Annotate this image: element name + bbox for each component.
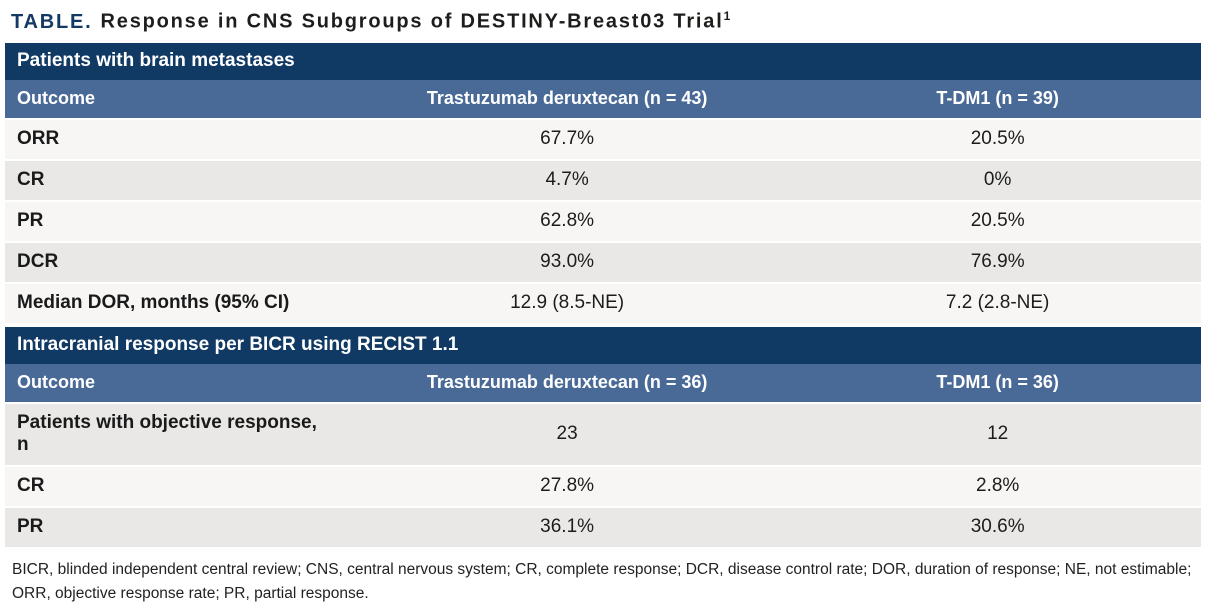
row-value-tdm1: 7.2 (2.8-NE): [945, 291, 1050, 313]
table-row: Patients with objective response, n 23 1…: [5, 401, 1201, 465]
table-section: Intracranial response per BICR using REC…: [5, 326, 1201, 547]
row-value-tdm1: 2.8%: [976, 474, 1020, 496]
row-outcome-label: ORR: [17, 127, 60, 149]
table-title: TABLE. Response in CNS Subgroups of DESTI…: [5, 6, 1201, 43]
column-header-outcome: Outcome: [17, 371, 96, 392]
row-value-tdm1: 20.5%: [970, 127, 1025, 149]
table-row: Median DOR, months (95% CI) 12.9 (8.5-NE…: [5, 281, 1201, 323]
table-row: ORR 67.7% 20.5%: [5, 117, 1201, 159]
row-outcome-label: CR: [17, 474, 45, 496]
row-outcome-label: CR: [17, 168, 45, 190]
row-value-trastuzumab-deruxtecan: 67.7%: [540, 127, 595, 149]
table-row: DCR 93.0% 76.9%: [5, 240, 1201, 282]
row-value-trastuzumab-deruxtecan: 36.1%: [540, 515, 595, 537]
row-outcome-label: DCR: [17, 250, 59, 272]
row-outcome-label: PR: [17, 515, 44, 537]
section-header: Patients with brain metastases: [5, 42, 1201, 80]
row-value-tdm1: 76.9%: [970, 250, 1025, 272]
row-value-trastuzumab-deruxtecan: 23: [556, 422, 578, 444]
column-header-tdm1: T-DM1 (n = 36): [936, 371, 1059, 392]
column-header-trastuzumab-deruxtecan: Trastuzumab deruxtecan (n = 43): [426, 87, 708, 108]
column-header-trastuzumab-deruxtecan: Trastuzumab deruxtecan (n = 36): [426, 371, 708, 392]
table-title-text: Response in CNS Subgroups of DESTINY-Bre…: [100, 10, 724, 33]
row-value-tdm1: 20.5%: [970, 209, 1025, 231]
row-value-trastuzumab-deruxtecan: 12.9 (8.5-NE): [510, 291, 625, 313]
table-row: CR 27.8% 2.8%: [5, 464, 1201, 506]
row-value-trastuzumab-deruxtecan: 62.8%: [540, 209, 595, 231]
column-header-outcome: Outcome: [17, 87, 96, 108]
table-title-reference: 1: [723, 9, 731, 23]
row-value-trastuzumab-deruxtecan: 27.8%: [540, 474, 595, 496]
table-section: Patients with brain metastases Outcome T…: [5, 42, 1201, 323]
row-outcome-label: Median DOR, months (95% CI): [17, 291, 290, 313]
section-header: Intracranial response per BICR using REC…: [5, 326, 1201, 364]
table-row: PR 62.8% 20.5%: [5, 199, 1201, 241]
section-rows: ORR 67.7% 20.5% CR 4.7% 0% PR 62.8% 20.5…: [5, 117, 1201, 323]
row-value-tdm1: 12: [987, 422, 1009, 444]
table-row: PR 36.1% 30.6%: [5, 505, 1201, 547]
row-value-tdm1: 30.6%: [970, 515, 1025, 537]
row-value-trastuzumab-deruxtecan: 4.7%: [545, 168, 589, 190]
section-rows: Patients with objective response, n 23 1…: [5, 401, 1201, 547]
abbreviations-footnote: BICR, blinded independent central review…: [12, 560, 1192, 602]
table-row: CR 4.7% 0%: [5, 158, 1201, 200]
row-outcome-label: PR: [17, 209, 44, 231]
table-title-label: TABLE.: [11, 10, 93, 33]
cns-response-table: Patients with brain metastases Outcome T…: [5, 42, 1201, 547]
column-header-row: Outcome Trastuzumab deruxtecan (n = 36) …: [5, 363, 1201, 402]
column-header-row: Outcome Trastuzumab deruxtecan (n = 43) …: [5, 79, 1201, 118]
column-header-tdm1: T-DM1 (n = 39): [936, 87, 1059, 108]
row-value-tdm1: 0%: [983, 168, 1012, 190]
row-outcome-label: Patients with objective response, n: [17, 411, 317, 455]
row-value-trastuzumab-deruxtecan: 93.0%: [540, 250, 595, 272]
